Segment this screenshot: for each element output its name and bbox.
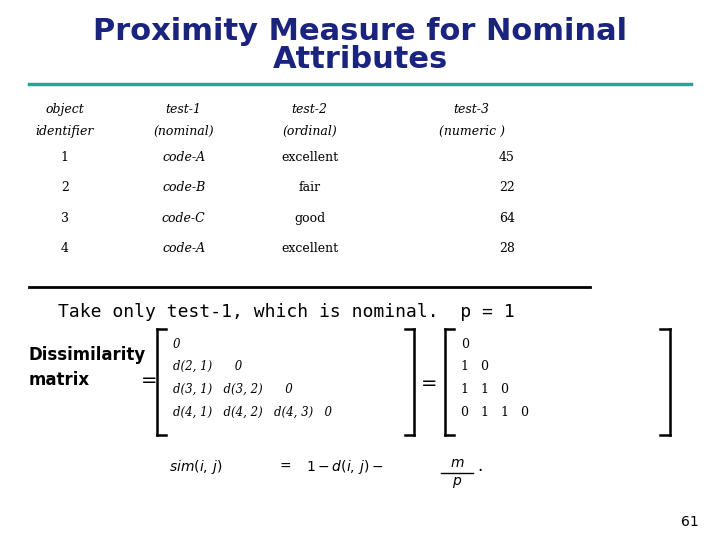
Text: matrix: matrix (29, 371, 90, 389)
Text: $1 - d(i,\,j) -$: $1 - d(i,\,j) -$ (306, 458, 384, 476)
Text: excellent: excellent (281, 151, 338, 164)
Text: identifier: identifier (35, 125, 94, 138)
Text: test-1: test-1 (166, 103, 202, 116)
Text: test-2: test-2 (292, 103, 328, 116)
Text: test-3: test-3 (454, 103, 490, 116)
Text: (ordinal): (ordinal) (282, 125, 337, 138)
Text: d(3, 1)   d(3, 2)      0: d(3, 1) d(3, 2) 0 (173, 383, 292, 396)
Text: code-A: code-A (162, 151, 205, 164)
Text: object: object (45, 103, 84, 116)
Text: 0   1   1   0: 0 1 1 0 (461, 406, 528, 419)
Text: $p$: $p$ (452, 475, 462, 490)
Text: code-A: code-A (162, 242, 205, 255)
Text: Dissimilarity: Dissimilarity (29, 346, 146, 363)
Text: 0: 0 (461, 338, 469, 350)
Text: code-C: code-C (162, 212, 205, 225)
Text: (nominal): (nominal) (153, 125, 214, 138)
Text: d(4, 1)   d(4, 2)   d(4, 3)   0: d(4, 1) d(4, 2) d(4, 3) 0 (173, 406, 332, 419)
Text: 22: 22 (499, 181, 515, 194)
Text: (numeric ): (numeric ) (438, 125, 505, 138)
Text: 28: 28 (499, 242, 515, 255)
Text: Proximity Measure for Nominal: Proximity Measure for Nominal (93, 17, 627, 46)
Text: 2: 2 (61, 181, 68, 194)
Text: d(2, 1)      0: d(2, 1) 0 (173, 360, 242, 373)
Text: 61: 61 (680, 515, 698, 529)
Text: =: = (421, 374, 438, 393)
Text: 64: 64 (499, 212, 515, 225)
Text: 45: 45 (499, 151, 515, 164)
Text: $m$: $m$ (450, 456, 464, 470)
Text: code-B: code-B (162, 181, 205, 194)
Text: 1: 1 (60, 151, 69, 164)
Text: good: good (294, 212, 325, 225)
Text: fair: fair (299, 181, 320, 194)
Text: 0: 0 (173, 338, 180, 350)
Text: 3: 3 (60, 212, 69, 225)
Text: Take only test-1, which is nominal.  p = 1: Take only test-1, which is nominal. p = … (58, 303, 514, 321)
Text: 4: 4 (60, 242, 69, 255)
Text: 1   0: 1 0 (461, 360, 489, 373)
Text: Attributes: Attributes (272, 45, 448, 75)
Text: excellent: excellent (281, 242, 338, 255)
Text: =: = (140, 371, 157, 390)
Text: $=$: $=$ (277, 458, 292, 472)
Text: $.$: $.$ (477, 458, 487, 475)
Text: 1   1   0: 1 1 0 (461, 383, 509, 396)
Text: $sim(i,\,j)$: $sim(i,\,j)$ (169, 458, 222, 476)
